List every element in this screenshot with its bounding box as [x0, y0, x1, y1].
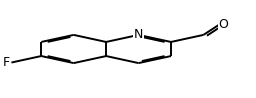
Text: N: N	[134, 28, 143, 41]
Text: O: O	[219, 18, 229, 31]
Text: F: F	[2, 56, 9, 69]
